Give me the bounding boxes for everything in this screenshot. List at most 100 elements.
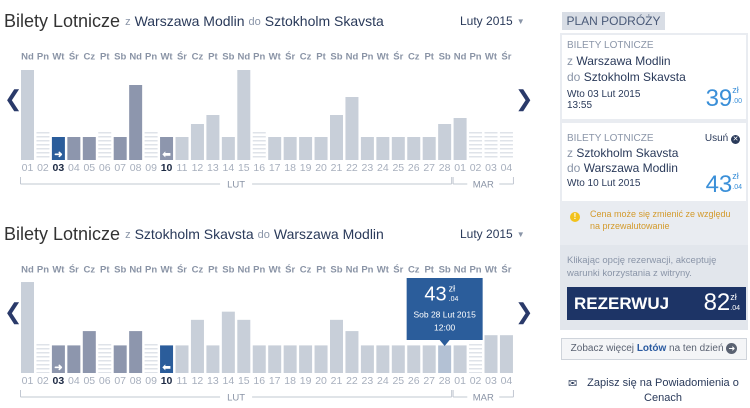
next-arrow[interactable]: ❯ [515, 299, 533, 325]
unavailable-day [36, 130, 50, 160]
weekday-label: Nd [454, 52, 467, 63]
price-bar[interactable] [453, 345, 467, 373]
date-label: 21 [331, 162, 343, 174]
unavailable-day [98, 130, 112, 160]
weekday-label: Sb [330, 265, 342, 276]
price-bar[interactable] [67, 137, 81, 160]
price-bar[interactable] [376, 137, 390, 160]
leg-price: 39zł .00 [706, 85, 742, 113]
date-label: 11 [177, 375, 188, 387]
price-bar[interactable] [422, 345, 436, 373]
date-label: 27 [423, 162, 435, 174]
weekday-label: Nd [129, 52, 142, 63]
leg-card: BILETY LOTNICZE z Warszawa Modlin do Szt… [562, 35, 746, 119]
price-bar[interactable] [82, 331, 96, 373]
price-bar[interactable] [221, 137, 235, 160]
price-bar[interactable] [345, 97, 359, 160]
price-bar[interactable] [129, 85, 143, 160]
price-bar[interactable] [190, 319, 204, 373]
price-bar[interactable] [113, 345, 127, 373]
weekday-label: Śr [393, 51, 403, 63]
date-label: 19 [300, 162, 312, 174]
leg-date: Wto 10 Lut 2015 [567, 178, 641, 189]
date-label: 15 [238, 375, 250, 387]
price-bar[interactable] [438, 345, 452, 373]
weekday-label: Pt [316, 265, 326, 276]
price-bar[interactable] [376, 345, 390, 373]
price-bar[interactable] [190, 124, 204, 160]
price-bar[interactable] [21, 282, 34, 373]
leg-time: 13:55 [567, 100, 593, 111]
price-bar[interactable] [237, 319, 251, 373]
price-bar[interactable] [330, 319, 343, 373]
price-bar[interactable] [82, 137, 96, 160]
price: 39 [705, 85, 733, 112]
price-bar[interactable] [67, 345, 81, 373]
plan-header: PLAN PODRÓŻY [562, 12, 665, 30]
price-bar[interactable] [360, 137, 374, 160]
book-button[interactable]: REZERWUJ 82zł .04 [567, 287, 746, 320]
weekday-label: Sb [439, 52, 451, 63]
price-bar[interactable] [51, 345, 65, 373]
prev-arrow[interactable]: ❮ [4, 299, 22, 325]
price-bar[interactable] [345, 331, 359, 373]
month-select[interactable]: Luty 2015 ▼ [460, 227, 525, 241]
calendar-title: Bilety Lotnicze z Sztokholm Skavsta do Warsz… [4, 224, 384, 244]
price-bar[interactable] [160, 345, 174, 373]
price-bar[interactable] [438, 124, 452, 160]
price-bar[interactable] [252, 345, 266, 373]
leg-label: BILETY LOTNICZE [567, 133, 654, 144]
price-bar[interactable] [360, 345, 374, 373]
price-bar[interactable] [407, 137, 421, 160]
price-bar[interactable] [422, 137, 436, 160]
price-bar[interactable] [175, 137, 189, 160]
next-arrow[interactable]: ❯ [515, 86, 533, 112]
date-label: 09 [145, 375, 157, 387]
price-bar[interactable] [268, 137, 282, 160]
price-bar[interactable] [330, 115, 343, 160]
to-word: do [567, 70, 581, 84]
weekday-label: Pn [37, 265, 49, 276]
date-label: 12 [192, 375, 204, 387]
date-label: 03 [53, 375, 65, 387]
subscribe-link[interactable]: Zapisz się na Powiadomienia o Cenach [587, 377, 739, 404]
price-bar[interactable] [314, 345, 328, 373]
price-bar[interactable] [299, 137, 313, 160]
weekday-label: Wt [485, 52, 498, 63]
price: 82 [703, 289, 731, 316]
price-bar[interactable] [453, 118, 467, 160]
price-bar[interactable] [113, 137, 127, 160]
weekday-label: Nd [346, 265, 359, 276]
price-bar[interactable] [206, 345, 220, 373]
price-bar[interactable] [129, 331, 143, 373]
prev-arrow[interactable]: ❮ [4, 86, 22, 112]
price-bar[interactable] [175, 345, 189, 373]
price-bar[interactable] [237, 70, 251, 160]
price-bar[interactable] [160, 137, 174, 160]
price-bar[interactable] [51, 137, 65, 160]
origin: Sztokholm Skavsta [576, 146, 679, 160]
price-bar[interactable] [499, 335, 513, 373]
date-label: 03 [53, 162, 65, 174]
date-label: 03 [485, 375, 497, 387]
from-word: z [125, 16, 131, 28]
price-bar[interactable] [314, 137, 328, 160]
price-bar[interactable] [484, 335, 498, 373]
weekday-label: Pt [316, 52, 326, 63]
price-bar[interactable] [407, 345, 421, 373]
price-bar[interactable] [206, 115, 220, 160]
weekday-label: Wt [52, 265, 65, 276]
price-bar[interactable] [391, 137, 405, 160]
price-bar[interactable] [283, 345, 297, 373]
date-label: 22 [346, 375, 358, 387]
price-bar[interactable] [268, 345, 282, 373]
month-select[interactable]: Luty 2015 ▼ [460, 14, 525, 28]
price-bar[interactable] [299, 345, 313, 373]
price-bar[interactable] [283, 137, 297, 160]
price-bar[interactable] [21, 70, 34, 160]
destination: Warszawa Modlin [583, 161, 678, 175]
price-bar[interactable] [391, 345, 405, 373]
price-bar[interactable] [221, 311, 235, 373]
remove-button[interactable]: Usuń ✕ [704, 133, 740, 144]
more-button[interactable]: Zobacz więcej Lotów na ten dzień ➜ [561, 338, 747, 360]
